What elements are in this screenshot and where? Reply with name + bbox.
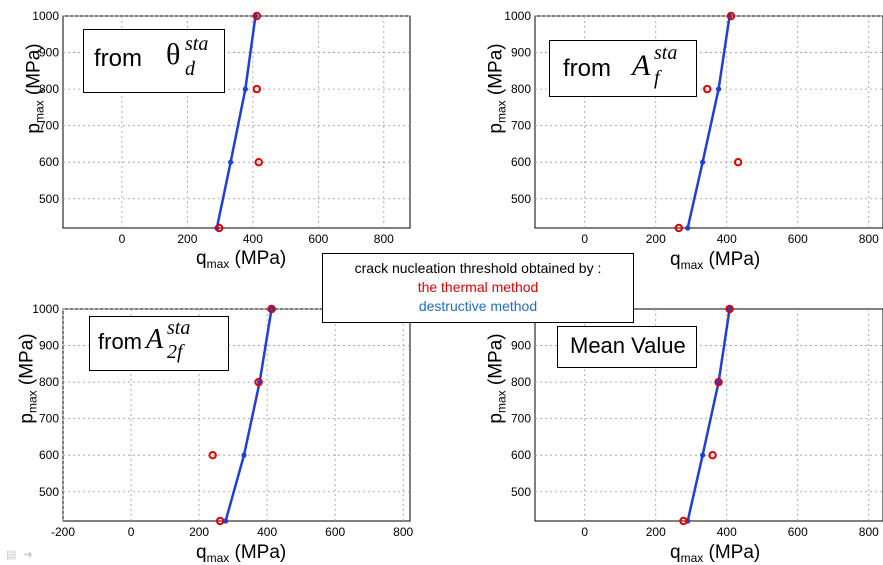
thermal-point xyxy=(254,158,263,167)
thermal-point xyxy=(714,377,723,387)
x-tick-label: 400 xyxy=(717,525,737,539)
annotation-theta-d: from θ sta d xyxy=(83,29,225,93)
thermal-point xyxy=(254,377,263,387)
thermal-point xyxy=(726,11,736,21)
legend-destructive-method: destructive method xyxy=(418,298,538,314)
y-tick-label: 800 xyxy=(39,375,59,389)
x-tick-label: 0 xyxy=(119,232,126,246)
y-tick-label: 800 xyxy=(511,375,531,389)
x-tick-label: 200 xyxy=(189,525,209,539)
y-tick-label: 700 xyxy=(39,119,59,133)
y-tick-label: 600 xyxy=(39,448,59,462)
thermal-point xyxy=(215,516,225,526)
series-line-destructive xyxy=(224,308,273,522)
destructive-point xyxy=(715,86,722,92)
destructive-point xyxy=(726,306,733,312)
x-axis-label-tl: qmax (MPa) xyxy=(196,248,287,271)
thermal-point xyxy=(679,516,688,526)
x-axis-label-bl: qmax (MPa) xyxy=(196,542,287,565)
list-icon[interactable]: ▤ xyxy=(6,549,17,561)
x-tick-label: 800 xyxy=(859,232,879,246)
x-tick-label: 400 xyxy=(717,232,737,246)
y-tick-label: 900 xyxy=(39,339,59,353)
y-tick-label: 600 xyxy=(511,448,531,462)
destructive-point xyxy=(268,306,275,312)
thermal-point xyxy=(214,223,224,233)
y-tick-label: 500 xyxy=(39,485,59,499)
x-tick-label: 800 xyxy=(393,525,413,539)
x-axis-label-br: qmax (MPa) xyxy=(670,542,761,565)
thermal-point xyxy=(267,304,276,314)
x-tick-label: 600 xyxy=(788,525,808,539)
x-tick-label: 0 xyxy=(581,232,588,246)
y-tick-label: 600 xyxy=(511,155,531,169)
destructive-point xyxy=(228,159,234,165)
destructive-point xyxy=(242,86,248,92)
y-tick-label: 900 xyxy=(511,339,531,353)
x-tick-label: 200 xyxy=(646,232,666,246)
annotation-a-2f: from A sta 2f xyxy=(89,316,229,371)
destructive-point xyxy=(685,225,691,231)
x-tick-label: 0 xyxy=(128,525,135,539)
x-tick-label: 800 xyxy=(859,525,879,539)
thermal-point xyxy=(208,451,217,460)
chart-panel-bottom-left: -200 0 200 400 600 800 500 600 700 800 900 1000 xyxy=(32,302,413,539)
y-axis-label-tr: pmax (MPa) xyxy=(485,43,509,134)
thermal-point xyxy=(708,451,717,460)
x-tick-label: 400 xyxy=(243,232,263,246)
destructive-point xyxy=(700,159,706,165)
y-axis-label-tl: pmax (MPa) xyxy=(23,43,47,134)
thermal-point xyxy=(252,84,261,94)
y-tick-label: 600 xyxy=(39,155,59,169)
thermal-point xyxy=(252,11,261,21)
x-tick-label: 200 xyxy=(177,232,197,246)
thermal-point xyxy=(733,158,743,167)
annotation-a-f: from A sta f xyxy=(549,40,697,97)
x-tick-label: 400 xyxy=(257,525,277,539)
x-tick-label: 0 xyxy=(581,525,588,539)
thermal-point xyxy=(674,223,684,233)
legend: crack nucleation threshold obtained by :… xyxy=(322,253,634,323)
x-axis-label-tr: qmax (MPa) xyxy=(670,249,761,272)
y-tick-label: 1000 xyxy=(504,9,531,23)
y-tick-label: 800 xyxy=(511,82,531,96)
y-tick-label: 500 xyxy=(511,192,531,206)
legend-title: crack nucleation threshold obtained by : xyxy=(354,260,602,276)
y-tick-label: 1000 xyxy=(32,302,59,316)
y-tick-label: 1000 xyxy=(32,9,59,23)
x-tick-label: -200 xyxy=(51,525,75,539)
arrow-right-icon[interactable]: ➜ xyxy=(23,549,33,561)
thermal-point xyxy=(703,84,712,94)
thermal-point xyxy=(725,304,734,314)
series-line-destructive xyxy=(215,15,257,229)
x-tick-label: 600 xyxy=(325,525,345,539)
destructive-point xyxy=(715,379,722,385)
y-tick-label: 500 xyxy=(511,485,531,499)
y-tick-label: 700 xyxy=(511,119,531,133)
annotation-mean-value: Mean Value xyxy=(557,326,697,368)
y-tick-label: 800 xyxy=(39,82,59,96)
destructive-point xyxy=(241,452,247,458)
slide-nav[interactable]: ▤ ➜ xyxy=(6,548,33,561)
y-tick-label: 500 xyxy=(39,192,59,206)
y-tick-label: 700 xyxy=(511,412,531,426)
x-tick-label: 800 xyxy=(374,232,394,246)
y-tick-label: 900 xyxy=(511,46,531,60)
y-axis-label-bl: pmax (MPa) xyxy=(16,333,40,424)
legend-thermal-method: the thermal method xyxy=(417,279,539,295)
y-tick-label: 700 xyxy=(39,412,59,426)
destructive-point xyxy=(700,452,706,458)
x-tick-label: 200 xyxy=(646,525,666,539)
x-tick-label: 600 xyxy=(788,232,808,246)
destructive-point xyxy=(223,518,229,524)
x-tick-label: 600 xyxy=(308,232,328,246)
series-line-destructive xyxy=(686,308,731,522)
series-line-destructive xyxy=(686,15,731,229)
y-tick-label: 900 xyxy=(39,46,59,60)
